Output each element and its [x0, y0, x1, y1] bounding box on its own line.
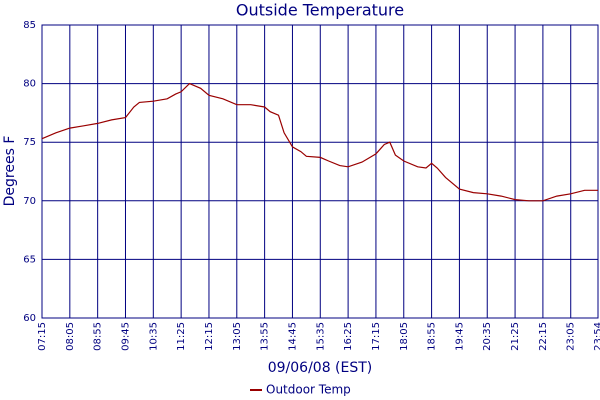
x-tick-label: 08:55	[93, 322, 104, 351]
legend-label: Outdoor Temp	[266, 383, 351, 397]
x-tick-label: 08:05	[65, 322, 76, 351]
x-tick-label: 23:54	[593, 322, 600, 351]
x-tick-label: 07:15	[37, 322, 48, 351]
x-tick-label: 21:25	[510, 322, 521, 351]
x-tick-label: 11:25	[176, 322, 187, 351]
y-tick-label: 85	[23, 20, 36, 31]
x-tick-label: 16:25	[343, 322, 354, 351]
x-tick-label: 14:45	[287, 322, 298, 351]
x-tick-label: 19:45	[454, 322, 465, 351]
x-axis-label: 09/06/08 (EST)	[268, 360, 373, 376]
x-tick-label: 09:45	[120, 322, 131, 351]
y-tick-label: 60	[23, 313, 36, 324]
y-tick-label: 70	[23, 196, 36, 207]
x-tick-label: 20:35	[482, 322, 493, 351]
x-tick-label: 12:15	[204, 322, 215, 351]
x-tick-label: 13:05	[232, 322, 243, 351]
x-tick-label: 23:05	[566, 322, 577, 351]
x-tick-label: 18:55	[427, 322, 438, 351]
chart-title: Outside Temperature	[236, 1, 404, 20]
y-axis-label: Degrees F	[2, 136, 18, 207]
y-tick-label: 80	[23, 79, 36, 90]
x-tick-label: 10:35	[148, 322, 159, 351]
y-tick-label: 75	[23, 137, 36, 148]
plot-frame	[41, 24, 599, 319]
data-line	[41, 82, 598, 202]
y-tick-label: 65	[23, 254, 36, 265]
x-tick-label: 17:15	[371, 322, 382, 351]
x-tick-label: 18:05	[399, 322, 410, 351]
x-tick-label: 22:15	[538, 322, 549, 351]
x-tick-label: 15:35	[315, 322, 326, 351]
x-tick-label: 13:55	[260, 322, 271, 351]
